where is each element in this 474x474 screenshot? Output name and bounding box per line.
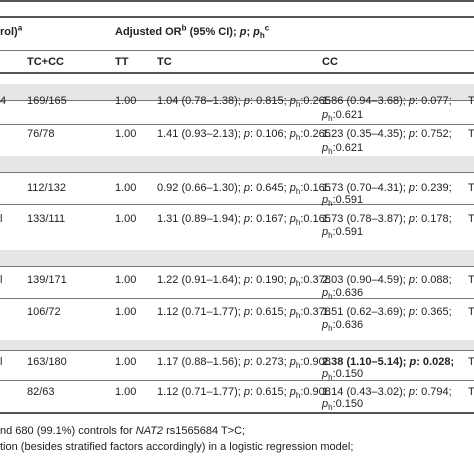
cell-tc: 1.12 (0.71–1.77); p: 0.615; ph:0.378 bbox=[157, 306, 331, 321]
cell-tt: 1.00 bbox=[115, 274, 137, 286]
group-band-2 bbox=[0, 156, 474, 172]
row-lead-fragment: l bbox=[0, 213, 3, 225]
cell-cc: 1.73 (0.78–3.87); p: 0.178; bbox=[322, 213, 452, 225]
col-header-tccc: TC+CC bbox=[27, 56, 64, 68]
cell-tail-fragment: T bbox=[468, 182, 474, 194]
cell-cc-ph: ph:0.591 bbox=[322, 226, 364, 241]
cell-tccc: 76/78 bbox=[27, 128, 55, 140]
cell-tccc: 112/132 bbox=[27, 182, 66, 194]
group-band-1 bbox=[0, 84, 474, 100]
cell-tccc: 139/171 bbox=[27, 274, 67, 286]
cell-tail-fragment: T bbox=[468, 274, 474, 286]
cell-cc: 1.86 (0.94–3.68); p: 0.077; bbox=[322, 95, 452, 107]
row-divider bbox=[0, 100, 474, 101]
row-lead-fragment: l bbox=[0, 274, 3, 286]
cell-tail-fragment: T bbox=[468, 386, 474, 398]
group-band-4 bbox=[0, 340, 474, 350]
header-separator bbox=[0, 50, 474, 51]
cell-tail-fragment: T bbox=[468, 356, 474, 368]
cell-tail-fragment: T bbox=[468, 128, 474, 140]
cell-tc: 1.31 (0.89–1.94); p: 0.167; ph:0.165 bbox=[157, 213, 331, 228]
row-divider bbox=[0, 172, 474, 173]
cell-cc: 1.51 (0.62–3.69); p: 0.365; bbox=[322, 306, 452, 318]
header-bottom-rule bbox=[0, 72, 474, 74]
cell-tccc: 163/180 bbox=[27, 356, 67, 368]
cell-tail-fragment: T bbox=[468, 95, 474, 107]
cell-tail-fragment: T bbox=[468, 306, 474, 318]
cell-tccc: 82/63 bbox=[27, 386, 55, 398]
cell-tt: 1.00 bbox=[115, 95, 137, 107]
top-rule-2 bbox=[0, 16, 474, 18]
cell-cc: 2.03 (0.90–4.59); p: 0.088; bbox=[322, 274, 452, 286]
table-bottom-rule bbox=[0, 412, 474, 414]
cell-cc-ph: ph:0.621 bbox=[322, 109, 364, 124]
row-lead-fragment: 4 bbox=[0, 95, 7, 107]
cell-cc-ph: ph:0.636 bbox=[322, 287, 364, 302]
cell-tail-fragment: T bbox=[468, 213, 474, 225]
row-divider bbox=[0, 298, 474, 299]
cell-tccc: 106/72 bbox=[27, 306, 61, 318]
header-adjusted-or: Adjusted ORb (95% CI); p; phc bbox=[115, 23, 270, 41]
row-divider bbox=[0, 350, 474, 351]
cell-cc-ph: ph:0.636 bbox=[322, 319, 364, 334]
cell-tt: 1.00 bbox=[115, 182, 137, 194]
cell-tt: 1.00 bbox=[115, 356, 137, 368]
row-lead-fragment: l bbox=[0, 356, 3, 368]
cell-cc: 1.73 (0.70–4.31); p: 0.239; bbox=[322, 182, 452, 194]
footnote-line-2: tion (besides stratified factors accordi… bbox=[0, 441, 354, 453]
group-band-3 bbox=[0, 250, 474, 266]
cell-tt: 1.00 bbox=[115, 386, 137, 398]
col-header-cc: CC bbox=[322, 56, 338, 68]
cell-tc: 1.17 (0.88–1.56); p: 0.273; ph:0.908 bbox=[157, 356, 331, 371]
cell-cc-ph: ph:0.621 bbox=[322, 142, 364, 157]
cell-tt: 1.00 bbox=[115, 213, 137, 225]
cell-tt: 1.00 bbox=[115, 128, 137, 140]
row-divider bbox=[0, 380, 474, 381]
top-rule bbox=[0, 0, 474, 2]
cell-tc: 1.22 (0.91–1.64); p: 0.190; ph:0.378 bbox=[157, 274, 331, 289]
cell-tc: 1.12 (0.71–1.77); p: 0.615; ph:0.908 bbox=[157, 386, 331, 401]
row-divider bbox=[0, 204, 474, 205]
cell-cc-significant: 2.38 (1.10–5.14); p: 0.028; bbox=[322, 356, 455, 368]
col-header-tt: TT bbox=[115, 56, 129, 68]
footnote-line-1: nd 680 (99.1%) controls for NAT2 rs15656… bbox=[0, 425, 246, 437]
cell-tccc: 169/165 bbox=[27, 95, 67, 107]
cell-cc: 1.14 (0.43–3.02); p: 0.794; bbox=[322, 386, 452, 398]
cell-cc: 1.23 (0.35–4.35); p: 0.752; bbox=[322, 128, 452, 140]
cell-cc-ph: ph:0.591 bbox=[322, 194, 364, 209]
cell-tc: 1.04 (0.78–1.38); p: 0.815; ph:0.265 bbox=[157, 95, 331, 110]
cell-tc: 1.41 (0.93–2.13); p: 0.106; ph:0.265 bbox=[157, 128, 331, 143]
cell-tc: 0.92 (0.66–1.30); p: 0.645; ph:0.165 bbox=[157, 182, 331, 197]
cell-tccc: 133/111 bbox=[27, 213, 66, 225]
row-divider bbox=[0, 266, 474, 267]
cell-cc-ph: ph:0.150 bbox=[322, 368, 364, 383]
cell-tt: 1.00 bbox=[115, 306, 137, 318]
header-control-fragment: rol)a bbox=[0, 23, 23, 38]
col-header-tc: TC bbox=[157, 56, 172, 68]
row-divider bbox=[0, 124, 474, 125]
cell-cc-ph: ph:0.150 bbox=[322, 398, 364, 413]
